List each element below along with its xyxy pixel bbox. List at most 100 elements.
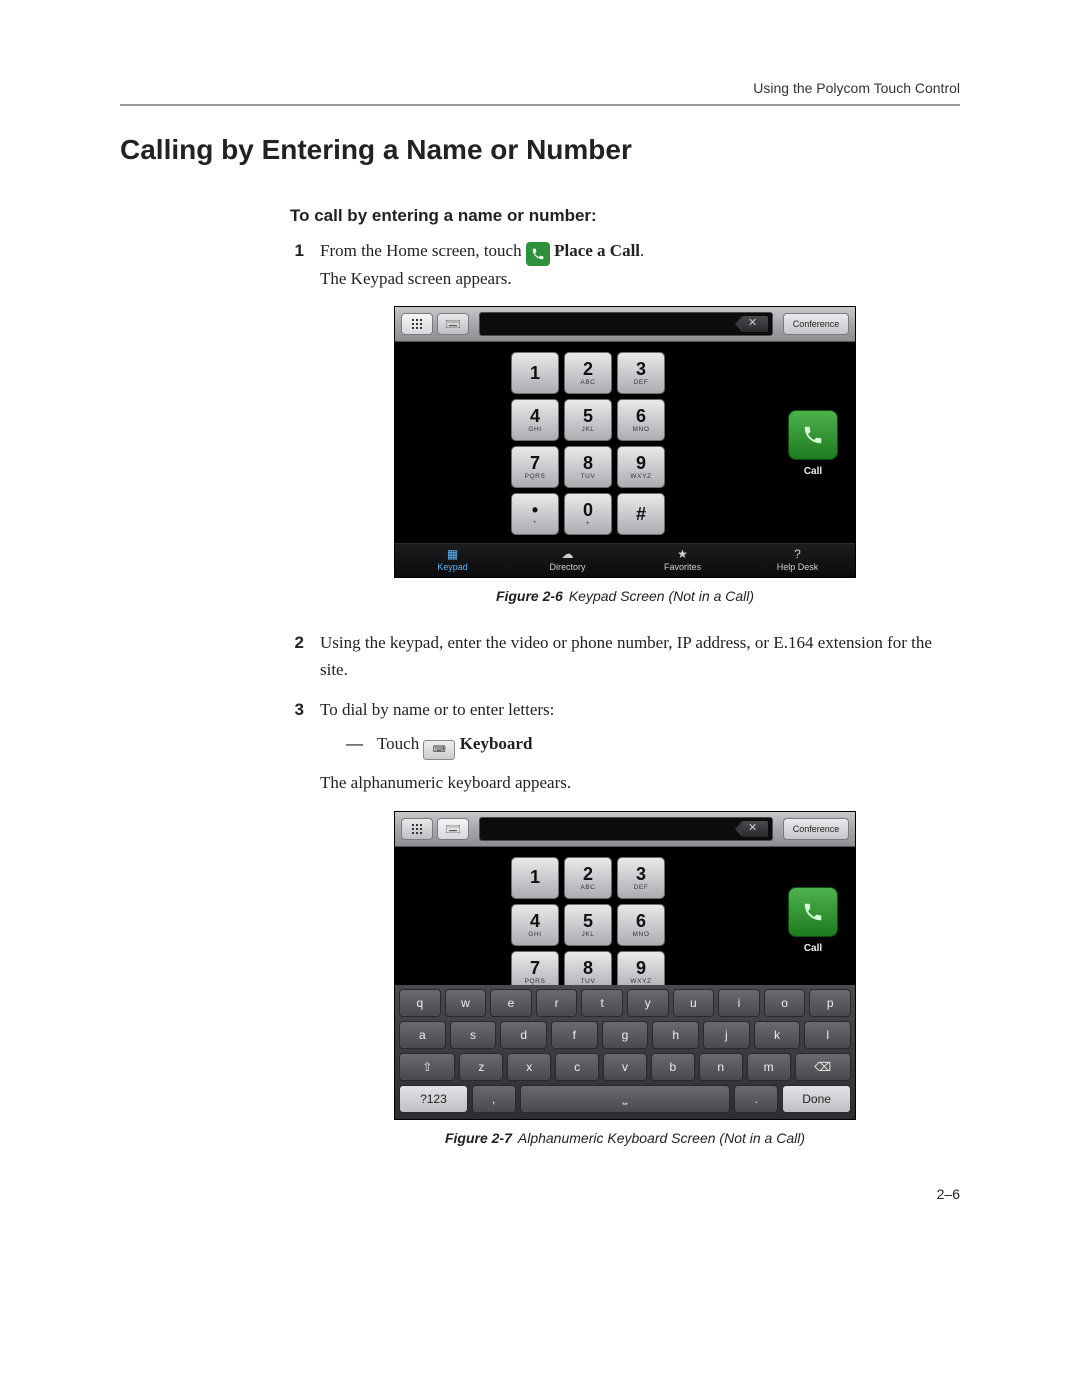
- key-n[interactable]: n: [699, 1053, 743, 1081]
- tab-help-desk-label: Help Desk: [777, 562, 819, 572]
- section-title: Calling by Entering a Name or Number: [120, 134, 960, 166]
- key-r[interactable]: r: [536, 989, 578, 1017]
- keypad-key-8[interactable]: 8TUV: [564, 951, 612, 985]
- key-s[interactable]: s: [450, 1021, 497, 1049]
- favorites-tab-icon: ★: [677, 548, 688, 560]
- keypad-key-2[interactable]: 2ABC: [564, 857, 612, 899]
- key-w[interactable]: w: [445, 989, 487, 1017]
- keyboard-toggle-button[interactable]: [437, 313, 469, 335]
- key-u[interactable]: u: [673, 989, 715, 1017]
- keypad-key-9[interactable]: 9WXYZ: [617, 951, 665, 985]
- key-x[interactable]: x: [507, 1053, 551, 1081]
- keypad-key-3[interactable]: 3DEF: [617, 857, 665, 899]
- dash-icon: —: [346, 734, 363, 753]
- key-y[interactable]: y: [627, 989, 669, 1017]
- tab-keypad-label: Keypad: [437, 562, 468, 572]
- keypad-key-2[interactable]: 2ABC: [564, 352, 612, 394]
- key-p[interactable]: p: [809, 989, 851, 1017]
- call-button-2[interactable]: [788, 887, 838, 937]
- call-button[interactable]: [788, 410, 838, 460]
- keypad-key-3[interactable]: 3DEF: [617, 352, 665, 394]
- keypad-key-4[interactable]: 4GHI: [511, 904, 559, 946]
- tab-favorites-label: Favorites: [664, 562, 701, 572]
- keypad-key-7[interactable]: 7PQRS: [511, 446, 559, 488]
- key-e[interactable]: e: [490, 989, 532, 1017]
- key-k[interactable]: k: [754, 1021, 801, 1049]
- keypad-key-#[interactable]: #: [617, 493, 665, 535]
- step-3-text-b: The alphanumeric keyboard appears.: [320, 770, 571, 796]
- key-m[interactable]: m: [747, 1053, 791, 1081]
- keypad-key-6[interactable]: 6MNO: [617, 904, 665, 946]
- key-space[interactable]: ⎵: [520, 1085, 731, 1113]
- keypad-tab-icon: ▦: [447, 548, 458, 560]
- key-f[interactable]: f: [551, 1021, 598, 1049]
- key-h[interactable]: h: [652, 1021, 699, 1049]
- phone-icon: [526, 242, 550, 266]
- keyboard-badge-icon: ⌨: [423, 740, 455, 760]
- tab-keypad[interactable]: ▦ Keypad: [395, 544, 510, 577]
- keypad-key-7[interactable]: 7PQRS: [511, 951, 559, 985]
- keypad-key-•[interactable]: •*: [511, 493, 559, 535]
- topbar: Conference: [395, 307, 855, 342]
- keypad-key-9[interactable]: 9WXYZ: [617, 446, 665, 488]
- key-mode[interactable]: ?123: [399, 1085, 468, 1113]
- touch-word: Touch: [377, 734, 424, 753]
- key-⌫[interactable]: ⌫: [795, 1053, 851, 1081]
- keypad-key-6[interactable]: 6MNO: [617, 399, 665, 441]
- step-3-text: To dial by name or to enter letters:: [320, 697, 571, 723]
- key-g[interactable]: g: [602, 1021, 649, 1049]
- help-tab-icon: ?: [794, 548, 801, 560]
- step-3: 3 To dial by name or to enter letters: —…: [290, 697, 960, 797]
- backspace-icon[interactable]: [742, 316, 768, 332]
- conference-button-2[interactable]: Conference: [783, 818, 849, 840]
- key-dot[interactable]: .: [734, 1085, 778, 1113]
- grid-toggle-button[interactable]: [401, 313, 433, 335]
- key-i[interactable]: i: [718, 989, 760, 1017]
- keypad-key-1[interactable]: 1: [511, 352, 559, 394]
- key-o[interactable]: o: [764, 989, 806, 1017]
- tab-favorites[interactable]: ★ Favorites: [625, 544, 740, 577]
- keypad-key-0[interactable]: 0+: [564, 493, 612, 535]
- step-3-number: 3: [290, 697, 304, 797]
- procedure-subhead: To call by entering a name or number:: [290, 206, 960, 226]
- keyboard-toggle-button-2[interactable]: [437, 818, 469, 840]
- key-a[interactable]: a: [399, 1021, 446, 1049]
- qwerty-keyboard: qwertyuiop asdfghjkl ⇧zxcvbnm⌫ ?123 , ⎵ …: [395, 985, 855, 1119]
- keypad-screenshot: Conference 12ABC3DEF 4GHI5JKL6MNO 7PQRS8TU…: [394, 306, 856, 578]
- grid-toggle-button-2[interactable]: [401, 818, 433, 840]
- key-t[interactable]: t: [581, 989, 623, 1017]
- call-label-2: Call: [804, 943, 822, 954]
- tab-help-desk[interactable]: ? Help Desk: [740, 544, 855, 577]
- step-1-number: 1: [290, 238, 304, 292]
- key-b[interactable]: b: [651, 1053, 695, 1081]
- conference-button[interactable]: Conference: [783, 313, 849, 335]
- topbar-2: Conference: [395, 812, 855, 847]
- key-d[interactable]: d: [500, 1021, 547, 1049]
- address-input-2[interactable]: [479, 817, 773, 841]
- keypad-key-5[interactable]: 5JKL: [564, 399, 612, 441]
- figure-2-6-caption: Figure 2-6Keypad Screen (Not in a Call): [290, 588, 960, 604]
- keyboard-label: Keyboard: [460, 734, 533, 753]
- backspace-icon-2[interactable]: [742, 821, 768, 837]
- step-1-text-b: The Keypad screen appears.: [320, 266, 644, 292]
- key-z[interactable]: z: [459, 1053, 503, 1081]
- place-a-call-label: Place a Call: [554, 241, 640, 260]
- key-done[interactable]: Done: [782, 1085, 851, 1113]
- step-2-number: 2: [290, 630, 304, 683]
- key-l[interactable]: l: [804, 1021, 851, 1049]
- keypad-key-8[interactable]: 8TUV: [564, 446, 612, 488]
- running-head: Using the Polycom Touch Control: [120, 80, 960, 96]
- address-input[interactable]: [479, 312, 773, 336]
- key-⇧[interactable]: ⇧: [399, 1053, 455, 1081]
- key-c[interactable]: c: [555, 1053, 599, 1081]
- key-v[interactable]: v: [603, 1053, 647, 1081]
- header-rule: [120, 104, 960, 106]
- keypad-key-1[interactable]: 1: [511, 857, 559, 899]
- step-1-text-a: From the Home screen, touch: [320, 241, 526, 260]
- key-j[interactable]: j: [703, 1021, 750, 1049]
- keypad-key-5[interactable]: 5JKL: [564, 904, 612, 946]
- tab-directory[interactable]: ☁ Directory: [510, 544, 625, 577]
- keypad-key-4[interactable]: 4GHI: [511, 399, 559, 441]
- key-comma[interactable]: ,: [472, 1085, 516, 1113]
- key-q[interactable]: q: [399, 989, 441, 1017]
